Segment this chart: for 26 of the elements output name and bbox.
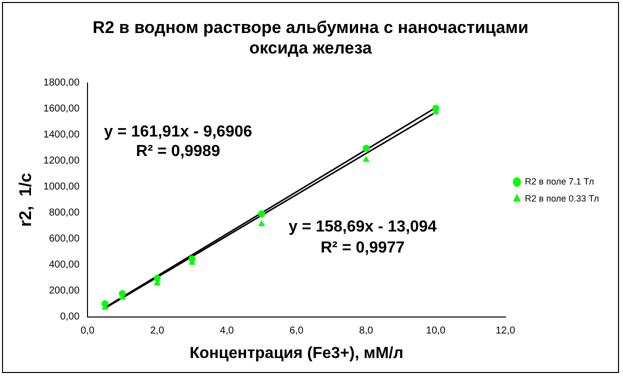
annotation: y = 158,69x - 13,094 <box>288 218 437 236</box>
x-tick-label: 8,0 <box>359 326 374 337</box>
x-tick-label: 2,0 <box>150 326 165 337</box>
x-tick-label: 0,0 <box>80 326 95 337</box>
legend-label: R2 в поле 7.1 Тл <box>524 176 594 186</box>
y-tick-label: 0,00 <box>60 312 80 323</box>
legend-label: R2 в поле 0.33 Тл <box>524 193 600 204</box>
y-tick-label: 400,00 <box>48 260 80 271</box>
chart-title: R2 в водном растворе альбумина с наночастицами оксида железа <box>92 18 528 58</box>
x-axis-title: Концентрация (Fe3+), мМ/л <box>190 344 404 362</box>
y-tick-label: 1200,00 <box>43 156 80 167</box>
y-tick-label: 1800,00 <box>43 78 80 89</box>
annotation: y = 161,91x - 9,6906 <box>104 124 252 141</box>
y-tick-label: 1400,00 <box>43 130 80 141</box>
annotation: R² = 0,9989 <box>136 143 220 160</box>
y-tick-label: 200,00 <box>48 286 80 297</box>
x-tick-label: 4,0 <box>220 326 234 337</box>
y-tick-label: 1600,00 <box>43 104 80 115</box>
y-axis-title: r2, 1/c <box>16 172 35 227</box>
y-tick-label: 800,00 <box>48 208 80 219</box>
x-tick-label: 6,0 <box>290 326 304 337</box>
y-tick-label: 1000,00 <box>43 182 80 193</box>
annotation: R² = 0,9977 <box>320 239 405 256</box>
x-tick-label: 10,0 <box>426 326 446 337</box>
x-tick-label: 12,0 <box>496 326 516 337</box>
y-tick-label: 600,00 <box>48 234 80 245</box>
